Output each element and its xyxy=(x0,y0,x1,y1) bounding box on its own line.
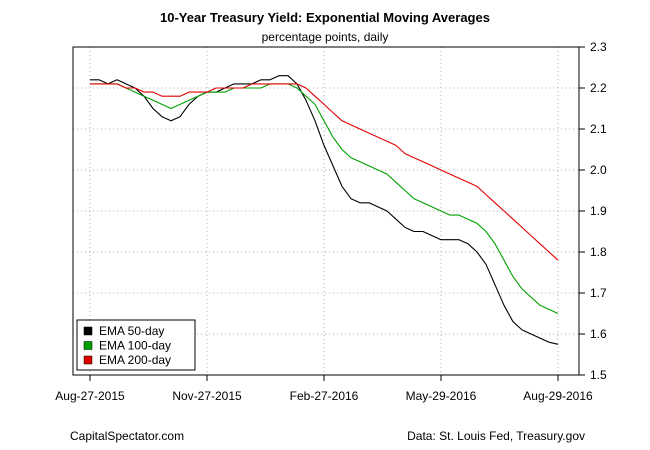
y-tick-label: 2.1 xyxy=(590,122,607,136)
series-line-2 xyxy=(90,83,559,315)
x-tick-label: Nov-27-2015 xyxy=(172,389,242,403)
series-layer xyxy=(90,75,559,345)
y-tick-label: 1.6 xyxy=(590,327,607,341)
series-line-3 xyxy=(90,83,559,261)
legend-label-1: EMA 50-day xyxy=(99,324,164,338)
legend-swatch-1 xyxy=(83,326,93,336)
chart-subtitle: percentage points, daily xyxy=(261,30,389,44)
y-tick-label: 2.2 xyxy=(590,81,607,95)
legend-label-3: EMA 200-day xyxy=(99,353,171,367)
y-tick-label: 2.3 xyxy=(590,40,607,54)
legend-box xyxy=(76,319,196,371)
legend-swatch-3 xyxy=(83,355,93,365)
x-tick-label: May-29-2016 xyxy=(406,389,477,403)
y-tick-label: 1.7 xyxy=(590,286,607,300)
y-tick-label: 2.0 xyxy=(590,163,607,177)
x-tick-label: Aug-29-2016 xyxy=(523,389,593,403)
series-line-1 xyxy=(90,75,559,345)
y-tick-label: 1.8 xyxy=(590,245,607,259)
x-tick-label: Aug-27-2015 xyxy=(55,389,125,403)
legend-swatch-2 xyxy=(83,341,93,350)
x-tick-label: Feb-27-2016 xyxy=(290,389,359,403)
y-tick-label: 1.5 xyxy=(590,368,607,382)
y-axis: 1.5 1.6 1.7 1.8 1.9 2.0 2.1 2.2 2.3 xyxy=(578,40,607,382)
chart-title: 10-Year Treasury Yield: Exponential Movi… xyxy=(160,10,490,25)
footer-source-right: Data: St. Louis Fed, Treasury.gov xyxy=(407,429,585,443)
footer-source-left: CapitalSpectator.com xyxy=(70,429,185,443)
x-axis: Aug-27-2015 Nov-27-2015 Feb-27-2016 May-29-… xyxy=(55,374,593,403)
legend-label-2: EMA 100-day xyxy=(99,339,171,353)
y-tick-label: 1.9 xyxy=(590,204,607,218)
